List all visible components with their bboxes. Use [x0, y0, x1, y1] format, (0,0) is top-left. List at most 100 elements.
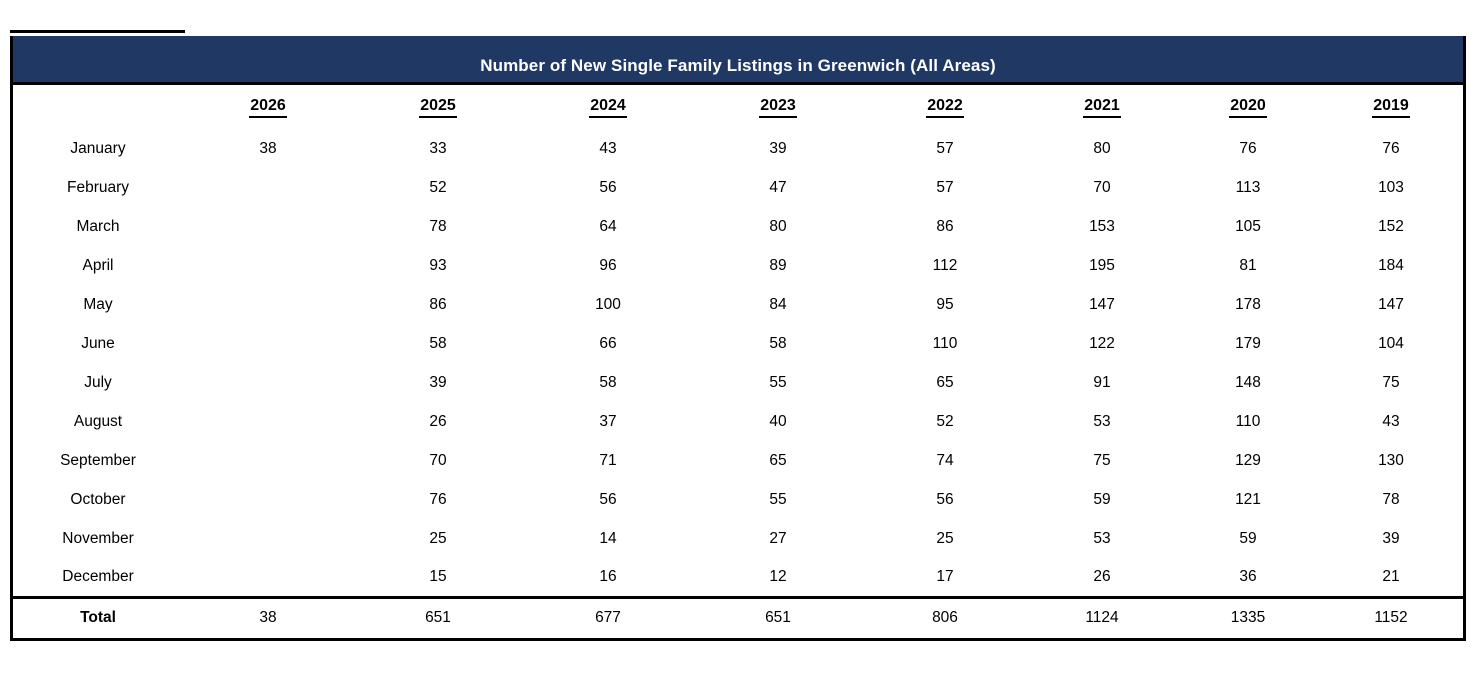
- total-label: Total: [13, 595, 183, 638]
- value-cell: 58: [769, 334, 787, 352]
- table-row: August 26 37 40 52 53 110 43: [13, 402, 1463, 441]
- table-row: March 78 64 80 86 153 105 152: [13, 207, 1463, 246]
- table-row: June 58 66 58 110 122 179 104: [13, 324, 1463, 363]
- table-row: October 76 56 55 56 59 121 78: [13, 480, 1463, 519]
- value-cell: 25: [429, 529, 447, 547]
- value-cell: [183, 558, 353, 597]
- value-cell: 71: [599, 451, 617, 469]
- value-cell: 21: [1382, 567, 1400, 585]
- total-value-cell: 38: [183, 595, 353, 638]
- table-row: May 86 100 84 95 147 178 147: [13, 285, 1463, 324]
- total-value-cell: 1335: [1177, 595, 1319, 638]
- value-cell: 129: [1235, 451, 1261, 469]
- month-label: October: [70, 490, 126, 508]
- value-cell: 33: [429, 139, 447, 157]
- month-label: February: [66, 178, 130, 196]
- value-cell: 75: [1093, 451, 1111, 469]
- value-cell: 57: [936, 139, 954, 157]
- value-cell: 105: [1235, 217, 1261, 235]
- year-label: 2020: [1229, 97, 1267, 118]
- value-cell: 104: [1378, 334, 1404, 352]
- total-value-cell: 677: [523, 595, 693, 638]
- year-column-header: 2020: [1177, 85, 1319, 129]
- value-cell: 130: [1378, 451, 1404, 469]
- month-label: July: [84, 373, 112, 391]
- value-cell: 16: [599, 567, 617, 585]
- table-row: April 93 96 89 112 195 81 184: [13, 246, 1463, 285]
- value-cell: 26: [429, 412, 447, 430]
- value-cell: 57: [936, 178, 954, 196]
- value-cell: 55: [769, 373, 787, 391]
- value-cell: 17: [936, 567, 954, 585]
- value-cell: 70: [429, 451, 447, 469]
- month-label: May: [83, 295, 113, 313]
- month-label: August: [73, 412, 123, 430]
- value-cell: 53: [1093, 529, 1111, 547]
- month-label: June: [81, 334, 115, 352]
- value-cell: 65: [769, 451, 787, 469]
- value-cell: 78: [1382, 490, 1400, 508]
- value-cell: 52: [429, 178, 447, 196]
- value-cell: 178: [1235, 295, 1261, 313]
- year-column-header: 2023: [693, 85, 863, 129]
- value-cell: 55: [769, 490, 787, 508]
- value-cell: 148: [1235, 373, 1261, 391]
- value-cell: 96: [599, 256, 617, 274]
- value-cell: 195: [1089, 256, 1115, 274]
- value-cell: 56: [599, 490, 617, 508]
- year-label: 2024: [589, 97, 627, 118]
- year-label: 2026: [249, 97, 287, 118]
- listings-table-card: Number of New Single Family Listings in …: [10, 30, 1466, 641]
- value-cell: 47: [769, 178, 787, 196]
- month-label: November: [62, 529, 134, 547]
- table-title-band: Number of New Single Family Listings in …: [13, 36, 1463, 85]
- value-cell: 76: [429, 490, 447, 508]
- value-cell: 179: [1235, 334, 1261, 352]
- value-cell: 86: [936, 217, 954, 235]
- value-cell: 80: [769, 217, 787, 235]
- year-column-header: 2019: [1319, 85, 1463, 129]
- value-cell: 121: [1235, 490, 1261, 508]
- table-row: January 38 33 43 39 57 80 76 76: [13, 129, 1463, 168]
- value-cell: 58: [599, 373, 617, 391]
- value-cell: 25: [936, 529, 954, 547]
- value-cell: 15: [429, 567, 447, 585]
- total-value-cell: 651: [693, 595, 863, 638]
- value-cell: 152: [1378, 217, 1404, 235]
- month-label: March: [76, 217, 120, 235]
- year-header-row: 2026 2025 2024 2023 2022 2021 2020 2019: [13, 85, 1463, 129]
- total-value-cell: 806: [863, 595, 1027, 638]
- value-cell: 26: [1093, 567, 1111, 585]
- year-column-header: 2024: [523, 85, 693, 129]
- value-cell: 86: [429, 295, 447, 313]
- value-cell: 100: [595, 295, 621, 313]
- year-column-header: 2026: [183, 85, 353, 129]
- value-cell: 59: [1093, 490, 1111, 508]
- total-row: Total 38 651 677 651 806 1124 1335 1152: [13, 595, 1463, 638]
- table-row: December 15 16 12 17 26 36 21: [13, 558, 1463, 597]
- value-cell: 74: [936, 451, 954, 469]
- table-title: Number of New Single Family Listings in …: [480, 56, 996, 75]
- value-cell: 112: [932, 256, 958, 274]
- month-label: December: [62, 567, 134, 585]
- total-value-cell: 651: [353, 595, 523, 638]
- top-border-segment: [10, 30, 185, 33]
- value-cell: [183, 519, 353, 558]
- year-column-header: 2022: [863, 85, 1027, 129]
- value-cell: 27: [769, 529, 787, 547]
- value-cell: 37: [599, 412, 617, 430]
- value-cell: 81: [1239, 256, 1257, 274]
- corner-cell: [13, 85, 183, 129]
- year-column-header: 2021: [1027, 85, 1177, 129]
- value-cell: 38: [259, 139, 277, 157]
- table-row: February 52 56 47 57 70 113 103: [13, 168, 1463, 207]
- table-row: September 70 71 65 74 75 129 130: [13, 441, 1463, 480]
- value-cell: [183, 363, 353, 402]
- year-label: 2025: [419, 97, 457, 118]
- value-cell: 43: [1382, 412, 1400, 430]
- total-value-cell: 1152: [1319, 595, 1463, 638]
- value-cell: [183, 441, 353, 480]
- value-cell: [183, 207, 353, 246]
- value-cell: 103: [1378, 178, 1404, 196]
- value-cell: 93: [429, 256, 447, 274]
